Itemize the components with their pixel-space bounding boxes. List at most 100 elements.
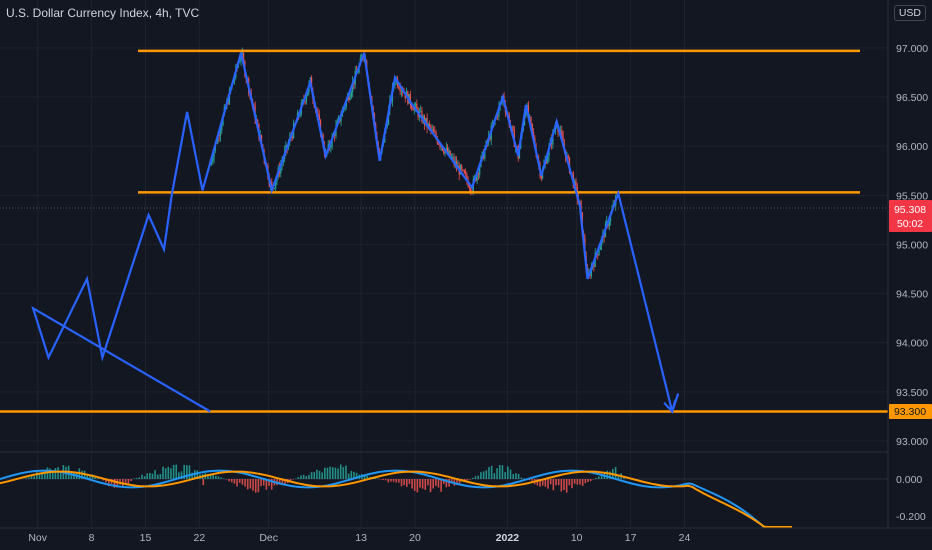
candle-body [562, 136, 564, 145]
macd-histogram-bar [246, 479, 249, 490]
macd-histogram-bar [617, 474, 620, 479]
candle-body [239, 60, 241, 63]
candle-body [299, 114, 301, 117]
macd-histogram-bar [321, 472, 323, 479]
macd-histogram-bar [485, 470, 488, 479]
indicator-tick: -0.200 [896, 511, 926, 523]
macd-histogram-bar [448, 479, 450, 487]
macd-histogram-bar [54, 468, 57, 479]
macd-histogram-bar [366, 475, 368, 479]
macd-histogram-bar [188, 465, 191, 479]
macd-histogram-bar [186, 465, 188, 479]
candle-body [464, 173, 467, 175]
macd-histogram-bar [337, 468, 339, 479]
macd-histogram-bar [135, 478, 138, 479]
macd-histogram-bar [244, 479, 246, 487]
candle-body [350, 92, 352, 97]
macd-histogram-bar [49, 468, 51, 479]
macd-histogram-bar [406, 479, 408, 487]
candle-body [430, 126, 432, 130]
macd-histogram-bar [191, 472, 193, 479]
horizontal-levels[interactable] [0, 49, 888, 413]
macd-histogram-bar [209, 474, 212, 479]
indicator-scale[interactable]: 0.000 -0.200 [896, 474, 926, 523]
pattern-zigzag[interactable] [31, 52, 680, 414]
candle-body [257, 119, 259, 124]
candle-body [529, 116, 531, 118]
macd-histogram-bar [477, 475, 479, 479]
candle-body [531, 123, 533, 133]
current-price-label-bg [889, 200, 932, 232]
macd-histogram-bar [496, 468, 498, 479]
macd-histogram-bar [355, 472, 358, 479]
macd-histogram-bar [86, 474, 89, 479]
currency-badge[interactable]: USD [893, 5, 926, 21]
candle-body [439, 144, 441, 147]
macd-histogram-bar [207, 475, 209, 479]
macd-histogram-bar [334, 467, 337, 479]
macd-histogram-bar [501, 465, 504, 479]
macd-histogram-bar [310, 472, 313, 479]
macd-histogram-bar [606, 470, 608, 479]
candle-body [305, 96, 308, 102]
candle-body [386, 124, 388, 127]
macd-histogram-bar [331, 467, 334, 479]
candle-body [271, 181, 273, 188]
macd-histogram-bar [233, 479, 236, 484]
macd-histogram-bar [488, 467, 490, 479]
candle-body [530, 116, 532, 124]
target-price-label: 93.300 [889, 404, 932, 419]
macd-histogram-bar [102, 479, 104, 481]
macd-histogram-bar [36, 472, 38, 479]
macd-histogram-bar [217, 476, 220, 479]
macd-histogram-bar [339, 464, 342, 479]
macd-histogram-bar [416, 479, 419, 493]
macd-histogram-bar [437, 479, 440, 488]
macd-histogram-bar [81, 470, 83, 479]
candle-body [527, 105, 530, 117]
chart-title[interactable]: U.S. Dollar Currency Index, 4h, TVC [6, 6, 200, 20]
pattern-line[interactable] [31, 52, 674, 413]
candle-body [575, 180, 577, 187]
time-tick: 17 [625, 532, 637, 544]
macd-histogram-bar [539, 479, 541, 487]
macd-histogram-bar [254, 479, 257, 493]
macd-histogram-bar [130, 479, 132, 482]
macd-histogram-bar [429, 479, 432, 493]
macd-histogram-bar [172, 464, 175, 479]
candle-body [340, 116, 342, 122]
macd-histogram-bar [38, 473, 41, 479]
macd-histogram-bar [390, 479, 392, 482]
macd-histogram-bar [589, 479, 592, 482]
candle-body [276, 176, 278, 182]
target-price-value: 93.300 [894, 406, 926, 418]
macd-histogram-bar [281, 479, 284, 484]
macd-histogram-bar [584, 479, 587, 484]
time-axis[interactable]: Nov 8 15 22 Dec 13 20 2022 10 17 24 [28, 532, 690, 544]
macd-histogram-bar [382, 479, 384, 481]
macd-histogram-bar [568, 479, 571, 486]
candle-body [441, 146, 444, 151]
macd-fast-line [0, 469, 792, 528]
candle-body [462, 169, 464, 171]
macd-histogram-bar [300, 475, 302, 479]
candle-body [545, 160, 548, 164]
candle-body [597, 254, 599, 256]
candle-body [412, 108, 414, 111]
macd-histogram-bar [395, 479, 398, 483]
macd-histogram-bar [154, 470, 156, 479]
macd-histogram-bar [33, 476, 35, 479]
macd-histogram-bar [421, 479, 424, 489]
macd-histogram-bar [284, 479, 286, 485]
projection-arrow-tail [671, 393, 680, 412]
price-tick: 94.500 [896, 289, 928, 301]
candle-body [593, 266, 595, 268]
macd-histogram-bar [183, 464, 185, 479]
macd-histogram-bar [472, 477, 474, 479]
candle-body [398, 86, 400, 89]
macd-histogram-bar [143, 476, 146, 479]
price-scale[interactable]: 97.000 96.500 96.000 95.500 95.000 94.500 94.0… [896, 43, 928, 448]
price-tick: 93.500 [896, 387, 928, 399]
candle-body [447, 147, 449, 154]
